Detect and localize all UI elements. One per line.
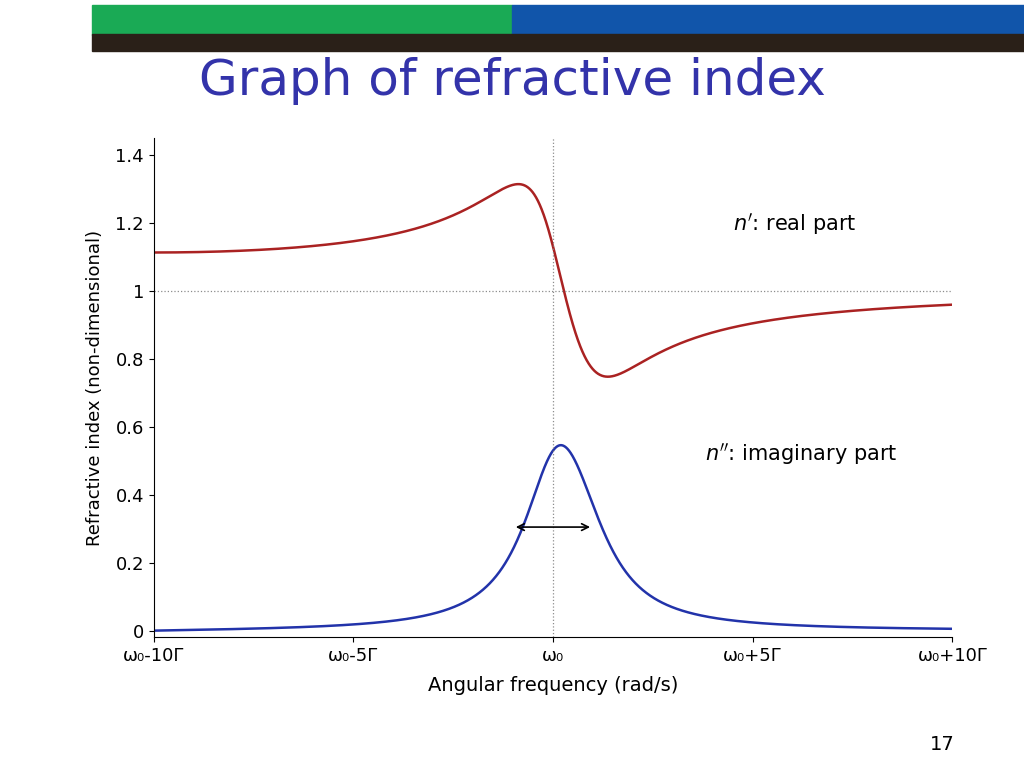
Text: 17: 17 xyxy=(930,736,954,754)
X-axis label: Angular frequency (rad/s): Angular frequency (rad/s) xyxy=(428,677,678,695)
Y-axis label: Refractive index (non-dimensional): Refractive index (non-dimensional) xyxy=(86,230,104,546)
Text: Graph of refractive index: Graph of refractive index xyxy=(199,57,825,104)
Text: $n'$: real part: $n'$: real part xyxy=(733,210,856,237)
Text: $n''$: imaginary part: $n''$: imaginary part xyxy=(705,442,897,468)
